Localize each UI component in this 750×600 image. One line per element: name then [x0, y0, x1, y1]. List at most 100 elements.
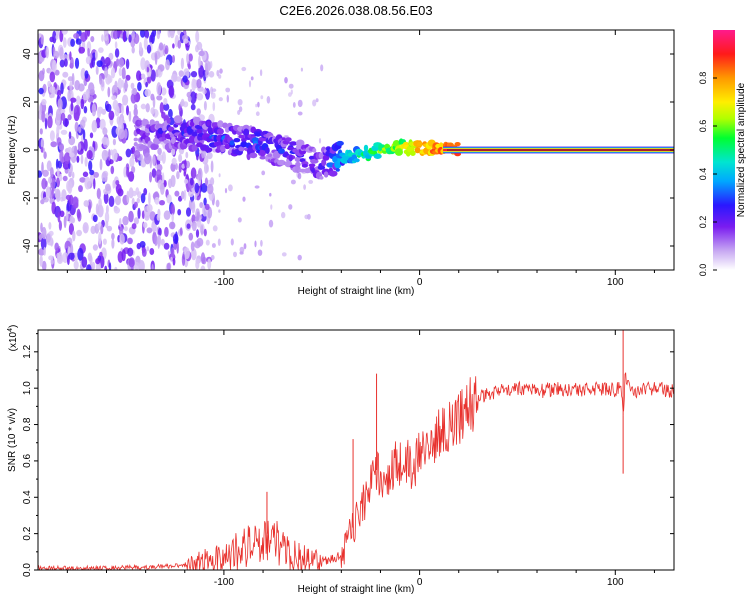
- noise-cell: [76, 95, 81, 106]
- noise-cell: [288, 83, 294, 89]
- noise-cell: [194, 216, 199, 222]
- noise-cell: [52, 88, 55, 98]
- noise-cell: [171, 157, 177, 165]
- noise-cell: [128, 210, 134, 223]
- noise-cell: [133, 262, 141, 270]
- noise-cell: [53, 50, 60, 59]
- noise-cell: [180, 57, 184, 70]
- colorbar-scale: [713, 30, 735, 270]
- svg-text:(x104): (x104): [7, 325, 19, 352]
- noise-cell: [122, 94, 129, 106]
- ridge-cell: [392, 140, 401, 147]
- noise-cell: [212, 101, 216, 112]
- noise-cell: [112, 180, 115, 189]
- noise-cell: [131, 146, 135, 154]
- noise-cell: [190, 91, 197, 105]
- figure-title: C2E6.2026.038.08.56.E03: [279, 3, 432, 18]
- noise-cell: [183, 178, 189, 184]
- noise-cell: [130, 82, 135, 90]
- noise-cell: [198, 55, 201, 69]
- noise-cell: [161, 151, 166, 164]
- ridge-cell: [308, 163, 316, 168]
- noise-cell: [41, 110, 46, 123]
- noise-cell: [87, 47, 90, 58]
- noise-cell: [55, 108, 61, 121]
- noise-cell: [196, 93, 204, 101]
- noise-cell: [149, 171, 152, 183]
- noise-cell: [204, 162, 209, 174]
- noise-cell: [181, 163, 186, 169]
- noise-cell: [136, 70, 142, 81]
- noise-cell: [49, 71, 56, 83]
- noise-cell: [149, 34, 154, 45]
- noise-cell: [67, 255, 70, 266]
- noise-cell: [269, 192, 272, 197]
- noise-cell: [197, 167, 203, 181]
- noise-cell: [182, 75, 188, 83]
- noise-cell: [226, 94, 229, 103]
- noise-cell: [237, 217, 242, 223]
- noise-cell: [89, 169, 95, 176]
- snr-y-label: SNR (10 * v/v): [7, 408, 18, 472]
- noise-cell: [195, 30, 200, 43]
- noise-cell: [117, 77, 123, 90]
- noise-cell: [148, 192, 151, 206]
- snr-exponent: 4: [7, 328, 14, 332]
- y-tick-label: 0.2: [22, 526, 33, 540]
- noise-cell: [102, 127, 108, 136]
- noise-cell: [200, 265, 206, 270]
- noise-cell: [152, 30, 157, 38]
- noise-cell: [67, 114, 72, 121]
- noise-cell: [206, 152, 213, 160]
- noise-cell: [87, 30, 91, 37]
- noise-cell: [158, 42, 164, 51]
- ridge-cell: [301, 163, 308, 168]
- noise-cell: [84, 176, 91, 190]
- noise-cell: [149, 248, 155, 255]
- noise-cell: [150, 93, 155, 101]
- noise-cell: [82, 129, 86, 141]
- noise-cell: [90, 36, 95, 43]
- noise-cell: [128, 110, 132, 122]
- noise-cell: [140, 30, 146, 38]
- noise-cell: [88, 160, 93, 172]
- noise-cell: [217, 238, 221, 246]
- noise-cell: [85, 56, 92, 65]
- noise-cell: [112, 138, 116, 146]
- noise-cell: [228, 184, 233, 192]
- noise-cell: [104, 57, 111, 67]
- noise-cell: [76, 229, 82, 237]
- ridge-cell: [206, 120, 211, 126]
- noise-cell: [185, 151, 189, 159]
- noise-cell: [257, 249, 263, 256]
- noise-cell: [76, 155, 80, 163]
- ridge-cell: [394, 148, 403, 156]
- noise-cell: [165, 59, 170, 71]
- noise-cell: [218, 209, 221, 213]
- noise-cell: [218, 173, 221, 178]
- ridge-cell: [168, 126, 175, 132]
- x-tick-label: -100: [214, 577, 234, 588]
- noise-cell: [250, 76, 254, 81]
- noise-cell: [114, 41, 118, 49]
- noise-cell: [108, 262, 112, 270]
- noise-cell: [178, 70, 184, 77]
- noise-cell: [61, 30, 68, 35]
- noise-cell: [74, 80, 81, 91]
- noise-cell: [190, 71, 198, 78]
- noise-cell: [80, 67, 86, 80]
- noise-cell: [260, 95, 264, 100]
- noise-cell: [63, 152, 71, 165]
- ridge-cell: [285, 137, 292, 142]
- noise-cell: [163, 210, 171, 220]
- noise-cell: [58, 144, 64, 151]
- noise-cell: [160, 182, 165, 195]
- noise-cell: [157, 234, 162, 247]
- noise-cell: [200, 225, 203, 231]
- noise-cell: [147, 75, 152, 84]
- noise-cell: [125, 74, 131, 81]
- noise-cell: [113, 207, 121, 214]
- noise-cell: [106, 225, 113, 232]
- noise-cell: [172, 43, 175, 49]
- noise-cell: [125, 148, 132, 158]
